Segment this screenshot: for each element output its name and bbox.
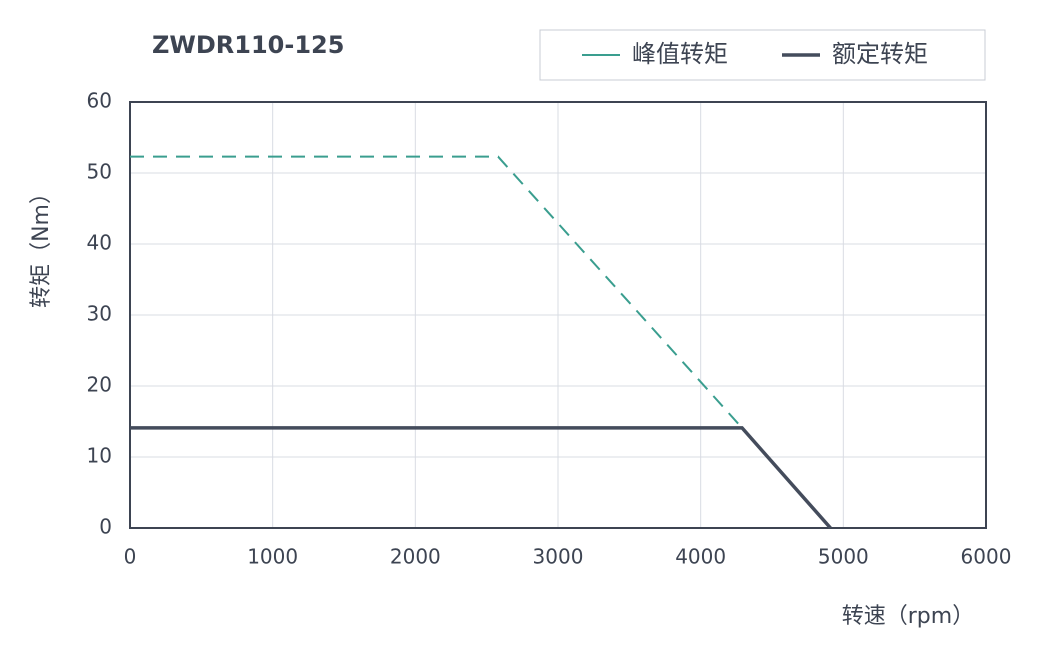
y-tick-label: 30 bbox=[87, 302, 112, 326]
legend-label: 峰值转矩 bbox=[632, 40, 728, 68]
y-tick-label: 50 bbox=[87, 160, 112, 184]
x-tick-label: 1000 bbox=[247, 545, 298, 569]
series-line bbox=[130, 426, 832, 530]
x-axis-label: 转速（rpm） bbox=[842, 604, 974, 629]
y-tick-label: 0 bbox=[99, 515, 112, 539]
y-axis-label: 转矩（Nm） bbox=[29, 182, 54, 308]
y-tick-label: 40 bbox=[87, 231, 112, 255]
legend-label: 额定转矩 bbox=[832, 40, 928, 68]
plot-frame bbox=[129, 101, 987, 529]
x-tick-label: 4000 bbox=[675, 545, 726, 569]
x-tick-label: 6000 bbox=[961, 545, 1012, 569]
x-tick-label: 3000 bbox=[533, 545, 584, 569]
series-line bbox=[130, 155, 743, 429]
y-tick-label: 20 bbox=[87, 373, 112, 397]
y-tick-label: 60 bbox=[87, 89, 112, 113]
x-tick-label: 2000 bbox=[390, 545, 441, 569]
chart-title: ZWDR110-125 bbox=[152, 31, 344, 59]
x-tick-label: 5000 bbox=[818, 545, 869, 569]
y-tick-label: 10 bbox=[87, 444, 112, 468]
x-tick-label: 0 bbox=[124, 545, 137, 569]
